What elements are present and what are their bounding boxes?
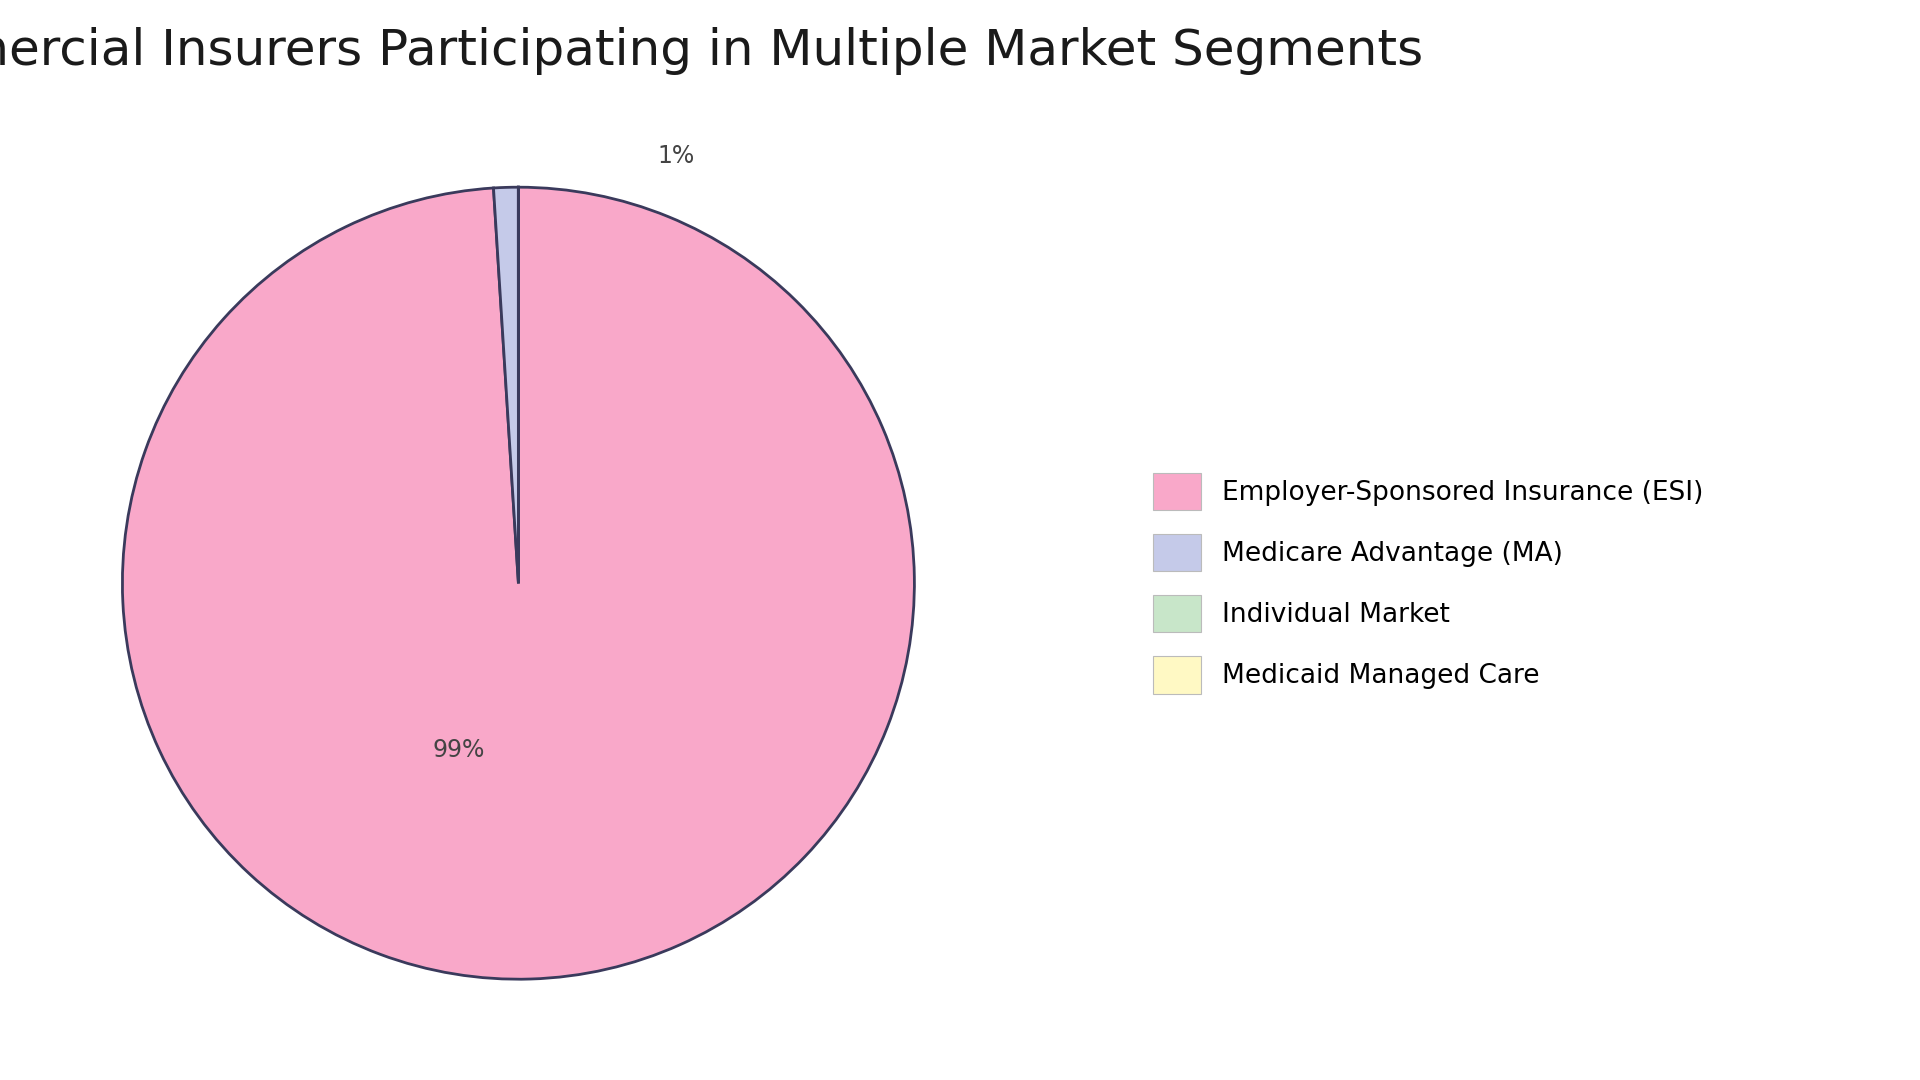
- Text: 99%: 99%: [432, 738, 486, 761]
- Legend: Employer-Sponsored Insurance (ESI), Medicare Advantage (MA), Individual Market, : Employer-Sponsored Insurance (ESI), Medi…: [1127, 446, 1730, 720]
- Text: Commercial Insurers Participating in Multiple Market Segments: Commercial Insurers Participating in Mul…: [0, 27, 1423, 75]
- Wedge shape: [123, 187, 914, 980]
- Wedge shape: [493, 187, 518, 583]
- Text: 1%: 1%: [657, 144, 695, 167]
